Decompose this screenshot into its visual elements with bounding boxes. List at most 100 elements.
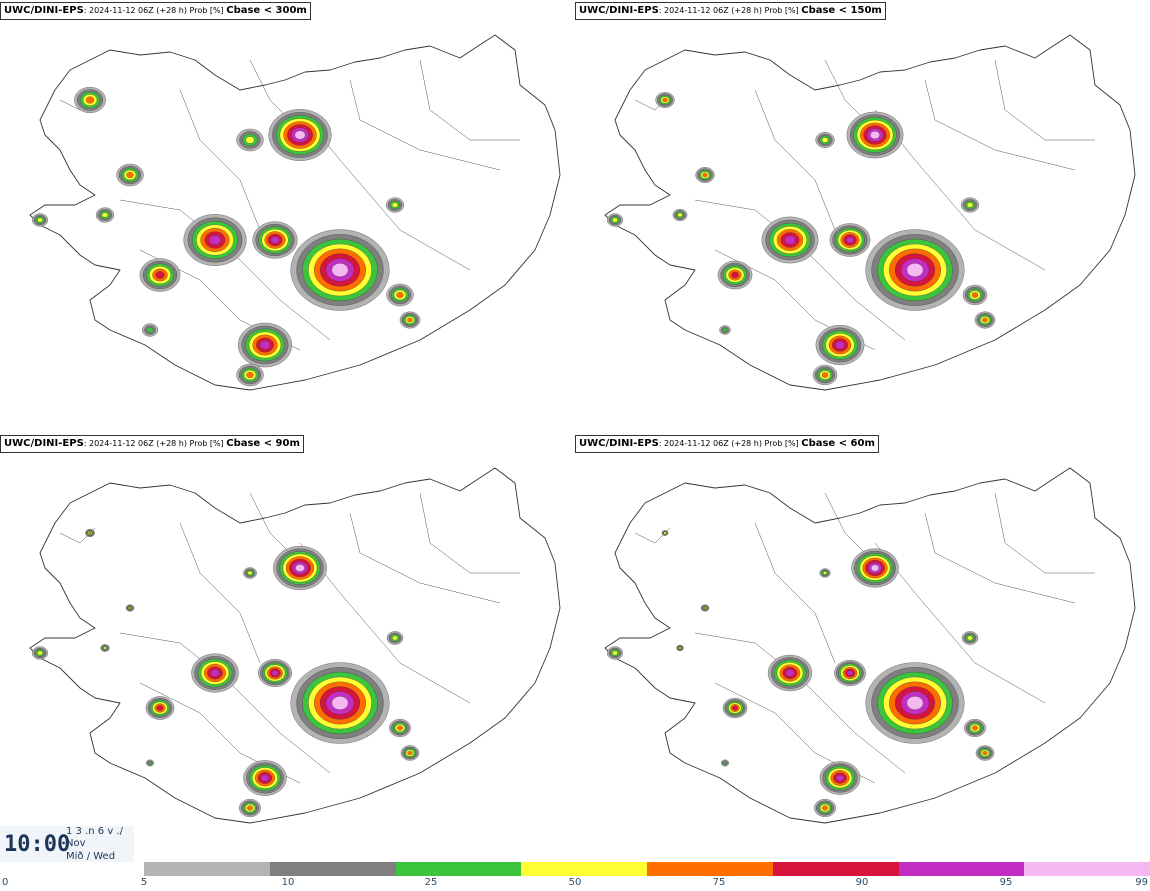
probability-cluster: [145, 696, 175, 720]
probability-contour: [88, 531, 92, 535]
probability-contour: [971, 292, 979, 298]
probability-cluster: [389, 719, 411, 737]
probability-contour: [407, 750, 413, 756]
probability-contour: [967, 635, 973, 641]
time-weekday: Mið / Wed: [66, 851, 116, 862]
probability-cluster: [32, 213, 48, 227]
probability-cluster: [386, 631, 404, 645]
probability-cluster: [139, 258, 181, 292]
probability-cluster: [975, 745, 995, 761]
probability-contour: [906, 696, 924, 710]
probability-cluster: [961, 631, 979, 645]
time-date-line: 1 3 .n 6 v ./: [66, 826, 123, 837]
legend-swatch: [395, 862, 522, 876]
legend-swatch: [898, 862, 1025, 876]
probability-contour: [331, 263, 349, 277]
probability-contour: [677, 212, 683, 218]
probability-contour: [823, 571, 827, 575]
probability-contour: [396, 291, 404, 299]
probability-contour: [612, 650, 618, 656]
probability-contour: [37, 217, 43, 223]
probability-contour: [703, 606, 707, 610]
region-boundary: [994, 492, 1095, 574]
time-indicator: 10:00 1 3 .n 6 v ./ Nov Mið / Wed: [0, 826, 134, 862]
coastline: [29, 467, 561, 824]
probability-cluster: [95, 207, 115, 223]
probability-contour: [294, 130, 306, 140]
probability-cluster: [676, 644, 684, 652]
legend-tick: 95: [999, 877, 1013, 888]
probability-cluster: [237, 322, 293, 368]
probability-contour: [723, 761, 727, 765]
probability-contour: [246, 371, 254, 379]
probability-contour: [37, 650, 43, 656]
probability-cluster: [846, 111, 904, 159]
probability-cluster: [962, 284, 988, 306]
region-boundary: [924, 79, 1076, 171]
map-panel-1: UWC/DINI-EPS: 2024-11-12 06Z (+28 h) Pro…: [0, 0, 575, 430]
probability-cluster: [834, 659, 866, 687]
legend-swatch: [772, 862, 899, 876]
probability-contour: [128, 606, 132, 610]
probability-cluster: [386, 283, 414, 307]
probability-cluster: [290, 662, 390, 744]
probability-cluster: [142, 323, 158, 337]
legend-tick: 5: [140, 877, 148, 888]
map-panel-3: UWC/DINI-EPS: 2024-11-12 06Z (+28 h) Pro…: [0, 433, 575, 863]
probability-cluster: [268, 109, 332, 161]
legend-tick: 75: [712, 877, 726, 888]
legend-swatch: [144, 862, 270, 876]
probability-cluster: [116, 163, 144, 187]
region-boundary: [754, 522, 836, 664]
probability-contour: [126, 171, 134, 179]
probability-contour: [331, 696, 349, 710]
probability-contour: [397, 725, 403, 731]
probability-contour: [245, 136, 255, 144]
probability-cluster: [239, 799, 261, 817]
probability-cluster: [145, 759, 155, 767]
legend-tick: 50: [568, 877, 582, 888]
time-clock: 10:00: [4, 832, 71, 857]
probability-cluster: [655, 92, 675, 108]
probability-contour: [85, 96, 95, 104]
probability-contour: [906, 263, 924, 277]
probability-contour: [870, 564, 880, 572]
time-month: Nov: [66, 838, 86, 849]
probability-cluster: [399, 311, 421, 329]
probability-cluster: [607, 646, 623, 660]
probability-contour: [835, 341, 845, 349]
probability-cluster: [252, 221, 298, 259]
legend-tick-labels: 0 5 10 25 50 75 90 95 99: [0, 877, 1150, 891]
probability-cluster: [74, 86, 106, 114]
panel-model: UWC/DINI-EPS: [4, 438, 84, 449]
map-canvas: [29, 467, 561, 824]
probability-contour: [972, 725, 978, 731]
probability-cluster: [865, 662, 965, 744]
probability-contour: [101, 212, 109, 218]
legend-tick: 25: [424, 877, 438, 888]
legend-swatch: [269, 862, 396, 876]
probability-cluster: [722, 697, 748, 719]
probability-contour: [846, 670, 854, 676]
probability-cluster: [290, 229, 390, 311]
probability-contour: [663, 531, 667, 535]
region-boundary: [754, 89, 836, 231]
probability-contour: [870, 130, 880, 140]
panel-model: UWC/DINI-EPS: [4, 5, 84, 16]
probability-cluster: [32, 646, 48, 660]
probability-cluster: [385, 197, 405, 213]
region-boundary: [419, 492, 520, 574]
probability-cluster: [183, 214, 247, 266]
probability-contour: [156, 705, 164, 711]
map-canvas: [604, 34, 1136, 391]
probability-contour: [612, 217, 618, 223]
probability-cluster: [236, 363, 264, 387]
probability-cluster: [815, 132, 835, 148]
probability-contour: [210, 669, 220, 677]
probability-contour: [732, 705, 738, 711]
probability-cluster: [243, 760, 287, 796]
probability-cluster: [400, 745, 420, 761]
probability-contour: [247, 571, 253, 575]
region-boundary: [349, 79, 501, 171]
panel-meta: : 2024-11-12 06Z (+28 h) Prob [%]: [83, 439, 227, 448]
